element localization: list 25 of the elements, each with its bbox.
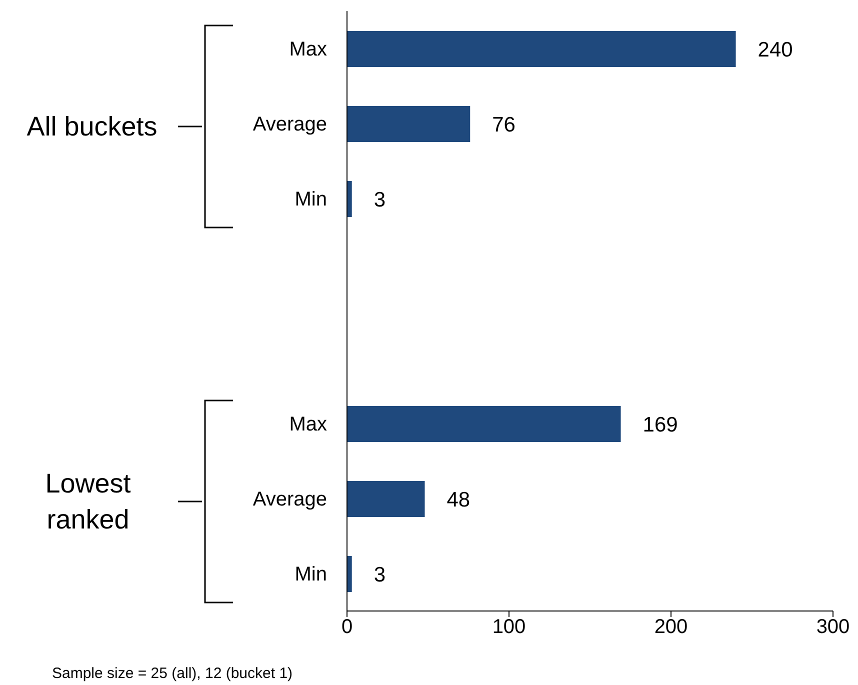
text: Sample size = 25 (all), 12 (bucket 1) bbox=[52, 665, 293, 682]
y-tick-label: Min bbox=[294, 188, 327, 211]
text: Lowest ranked bbox=[45, 468, 132, 534]
y-tick-label: Max bbox=[289, 414, 327, 436]
data-label: 76 bbox=[492, 113, 516, 136]
bar bbox=[347, 31, 736, 67]
text: All buckets bbox=[26, 112, 158, 142]
y-tick-label: Average bbox=[252, 114, 327, 136]
x-tick-label: 0 bbox=[341, 616, 353, 638]
bar bbox=[347, 406, 621, 442]
y-tick-label: Max bbox=[289, 38, 327, 61]
bar bbox=[347, 106, 470, 142]
data-label: 169 bbox=[642, 413, 678, 436]
bar bbox=[347, 481, 425, 517]
data-label: 3 bbox=[374, 563, 386, 586]
y-tick-label: Min bbox=[294, 564, 327, 586]
bar bbox=[347, 556, 352, 592]
data-label: 48 bbox=[446, 488, 470, 512]
data-label: 240 bbox=[758, 38, 793, 62]
data-label: 3 bbox=[374, 188, 386, 212]
x-tick-label: 200 bbox=[654, 616, 688, 638]
bar bbox=[347, 181, 352, 217]
y-tick-label: Average bbox=[252, 488, 327, 511]
x-tick-label: 300 bbox=[816, 616, 850, 638]
x-tick-label: 100 bbox=[492, 616, 526, 638]
